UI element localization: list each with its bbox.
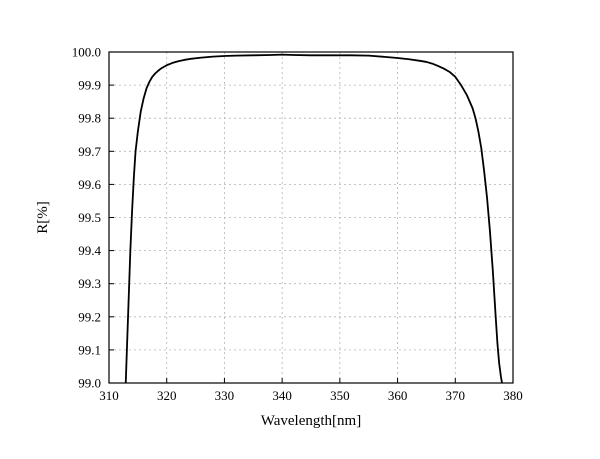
- series-layer: [124, 53, 503, 384]
- y-tick-label: 99.2: [78, 309, 101, 324]
- x-tick-label: 340: [272, 388, 292, 403]
- x-tick-label: 350: [330, 388, 350, 403]
- y-tick-label: 99.7: [78, 144, 101, 159]
- x-tick-label: 330: [215, 388, 235, 403]
- y-tick-label: 99.6: [78, 177, 101, 192]
- x-tick-label: 310: [99, 388, 119, 403]
- y-tick-label: 99.0: [78, 376, 101, 391]
- grid: [109, 52, 513, 383]
- y-tick-label: 99.1: [78, 342, 101, 357]
- y-tick-label: 100.0: [72, 45, 101, 60]
- y-tick-label: 99.3: [78, 276, 101, 291]
- tick-labels: 310 320 330 340 350 360 370 380 99.0 99.1 99.2 99.3…: [72, 45, 523, 404]
- x-tick-label: 360: [388, 388, 408, 403]
- y-tick-label: 99.4: [78, 243, 101, 258]
- x-axis-title: Wavelength[nm]: [261, 413, 361, 429]
- x-tick-label: 370: [446, 388, 466, 403]
- y-axis-title: R[%]: [35, 201, 51, 234]
- axis-ticks: [108, 51, 514, 384]
- x-tick-label: 320: [157, 388, 177, 403]
- y-tick-label: 99.8: [78, 111, 101, 126]
- y-tick-label: 99.5: [78, 210, 101, 225]
- x-tick-label: 380: [503, 388, 523, 403]
- y-tick-label: 99.9: [78, 78, 101, 93]
- reflectance-series-line: [124, 53, 503, 384]
